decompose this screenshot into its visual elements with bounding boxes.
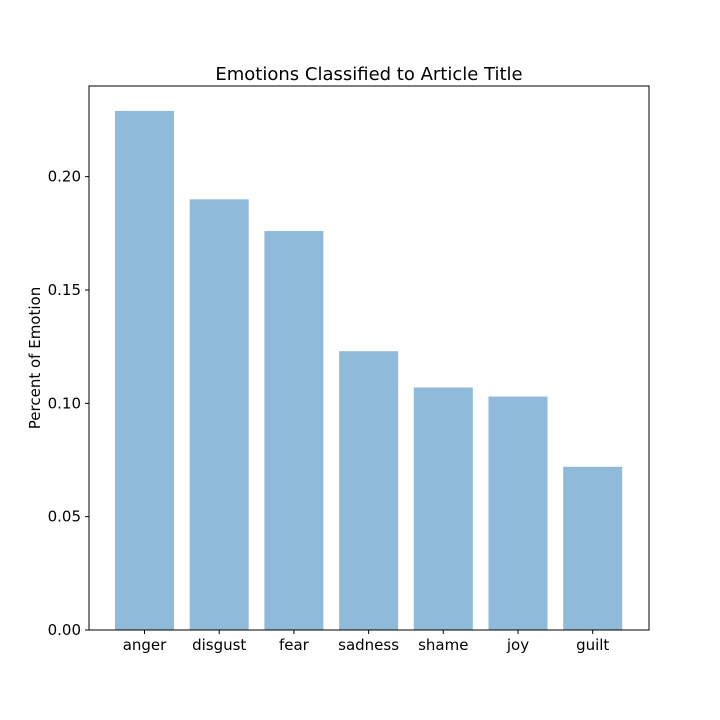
x-tick-label-joy: joy	[506, 636, 529, 654]
x-tick-label-guilt: guilt	[576, 636, 609, 654]
y-tick-label: 0.05	[48, 508, 81, 526]
bar-sadness	[339, 351, 399, 630]
x-ticks-group: anger disgust fear sadness shame joy guilt	[123, 630, 609, 654]
x-tick-label-anger: anger	[123, 636, 167, 654]
y-tick-label: 0.00	[48, 621, 81, 639]
bar-fear	[264, 231, 324, 630]
bar-joy	[488, 396, 548, 630]
x-tick-label-sadness: sadness	[338, 636, 399, 654]
plot-frame	[88, 85, 650, 631]
x-tick-label-disgust: disgust	[192, 636, 246, 654]
y-tick-label: 0.20	[48, 168, 81, 186]
bars-group	[115, 110, 623, 631]
bar-disgust	[189, 199, 249, 630]
x-tick-label-fear: fear	[279, 636, 310, 654]
y-ticks-group: 0.00 0.05 0.10 0.15 0.20	[48, 168, 89, 639]
chart-title: Emotions Classified to Article Title	[215, 64, 522, 85]
y-tick-label: 0.10	[48, 394, 81, 412]
bar-shame	[413, 387, 473, 630]
bar-anger	[115, 110, 174, 631]
y-axis-label: Percent of Emotion	[26, 287, 44, 429]
bar-guilt	[563, 466, 623, 630]
x-tick-label-shame: shame	[418, 636, 468, 654]
y-tick-label: 0.15	[48, 281, 81, 299]
